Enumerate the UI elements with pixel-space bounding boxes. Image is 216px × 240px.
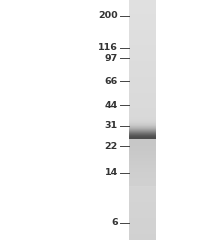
Text: 6: 6 xyxy=(111,218,118,228)
Text: 31: 31 xyxy=(105,121,118,130)
Text: 200: 200 xyxy=(98,11,118,20)
Text: 66: 66 xyxy=(105,77,118,86)
Text: 116: 116 xyxy=(98,43,118,52)
Text: 44: 44 xyxy=(105,101,118,110)
Bar xyxy=(129,0,156,240)
Text: 97: 97 xyxy=(105,54,118,63)
Text: 22: 22 xyxy=(105,142,118,151)
Text: 14: 14 xyxy=(105,168,118,177)
